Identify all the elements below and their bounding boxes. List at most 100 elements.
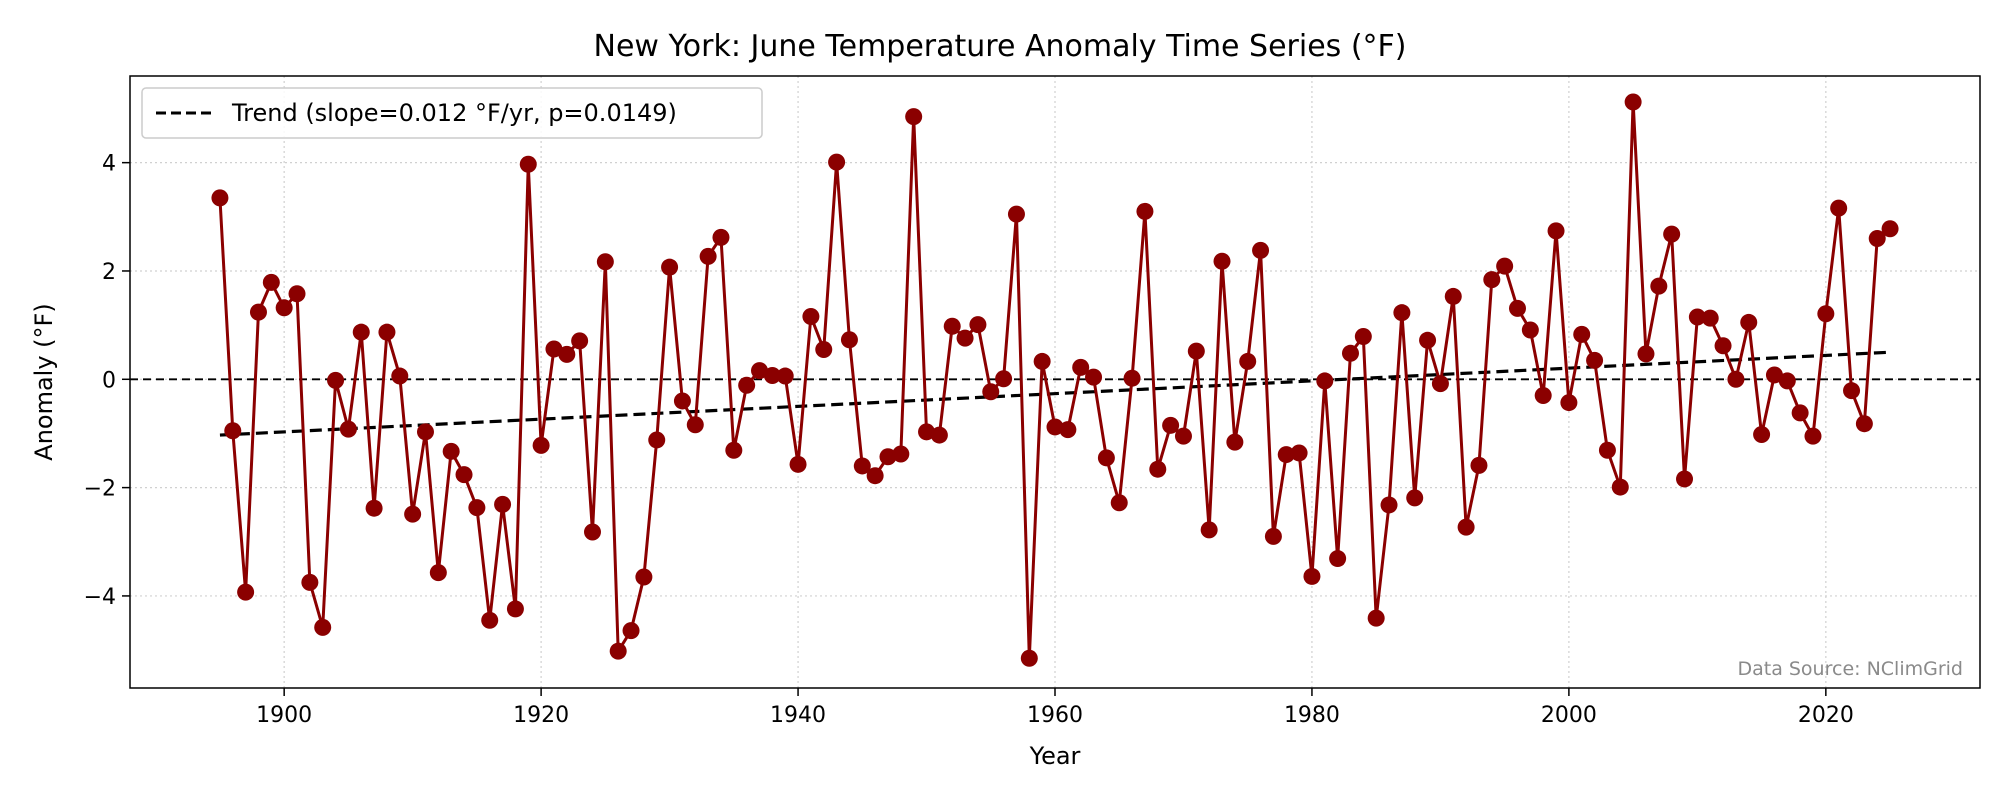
data-point (1881, 220, 1899, 238)
trend-line-layer (219, 350, 1891, 437)
data-point (237, 583, 255, 601)
data-point (468, 499, 486, 517)
data-point (1341, 344, 1359, 362)
data-point (314, 618, 332, 636)
series-layer (211, 93, 1899, 667)
data-point (712, 228, 730, 246)
data-point (1573, 325, 1591, 343)
data-point (1470, 456, 1488, 474)
data-point (1547, 222, 1565, 240)
data-point (545, 340, 563, 358)
data-point (1650, 277, 1668, 295)
data-point (224, 422, 242, 440)
x-tick-label: 1900 (256, 703, 312, 728)
data-point (211, 189, 229, 207)
data-point (673, 392, 691, 410)
data-point (1483, 271, 1501, 289)
data-point (609, 642, 627, 660)
data-point (853, 457, 871, 475)
data-point (918, 423, 936, 441)
data-point (1521, 321, 1539, 339)
data-point (763, 367, 781, 385)
data-point (532, 436, 550, 454)
data-point (699, 247, 717, 265)
trend-line (219, 350, 1891, 437)
grid-lines (130, 76, 1980, 688)
data-point (1598, 441, 1616, 459)
data-point (1688, 308, 1706, 326)
data-point (1380, 496, 1398, 514)
data-point (1804, 427, 1822, 445)
data-point (571, 332, 589, 350)
data-point (1072, 358, 1090, 376)
data-point (1226, 433, 1244, 451)
data-point (776, 367, 794, 385)
legend: Trend (slope=0.012 °F/yr, p=0.0149) (141, 87, 763, 139)
y-tick-label: 2 (102, 260, 116, 285)
chart-title: New York: June Temperature Anomaly Time … (594, 29, 1407, 64)
data-point (1187, 342, 1205, 360)
data-point (352, 323, 370, 341)
y-axis-label: Anomaly (°F) (30, 303, 58, 460)
data-point (1316, 372, 1334, 390)
data-point (519, 155, 537, 173)
data-point (1329, 550, 1347, 568)
data-point (1059, 421, 1077, 439)
x-axis-label: Year (1029, 742, 1081, 770)
data-point (1817, 305, 1835, 323)
y-tick-label: 0 (102, 368, 116, 393)
data-point (802, 307, 820, 325)
data-point (596, 253, 614, 271)
data-point (506, 600, 524, 618)
data-point (1727, 370, 1745, 388)
data-point (956, 329, 974, 347)
data-point (301, 573, 319, 591)
data-point (1843, 382, 1861, 400)
data-point (1611, 478, 1629, 496)
data-point (725, 441, 743, 459)
data-point (391, 367, 409, 385)
data-point (1239, 352, 1257, 370)
data-point (866, 467, 884, 485)
data-point (1174, 427, 1192, 445)
data-point (648, 431, 666, 449)
data-point (378, 323, 396, 341)
data-point (1290, 444, 1308, 462)
data-point (828, 153, 846, 171)
y-tick-label: 4 (102, 152, 116, 177)
data-point (751, 362, 769, 380)
data-point (815, 341, 833, 359)
data-point (1007, 205, 1025, 223)
data-point (1714, 337, 1732, 355)
y-tick-label: −2 (84, 477, 116, 502)
data-point (1213, 252, 1231, 270)
data-point (404, 505, 422, 523)
data-point (1624, 93, 1642, 111)
data-point (1354, 328, 1372, 346)
data-point (995, 370, 1013, 388)
data-point (494, 495, 512, 513)
data-point (1367, 609, 1385, 627)
data-point (1676, 470, 1694, 488)
data-point (1830, 199, 1848, 217)
data-point (1110, 494, 1128, 512)
data-point (969, 316, 987, 334)
data-point (1431, 375, 1449, 393)
data-source-note: Data Source: NClimGrid (1737, 658, 1963, 680)
data-point (1085, 368, 1103, 386)
data-point (982, 383, 1000, 401)
data-point (879, 448, 897, 466)
data-point (442, 442, 460, 460)
data-point (481, 611, 499, 629)
x-tick-label: 2020 (1798, 703, 1854, 728)
data-point (584, 523, 601, 541)
data-point (1457, 518, 1475, 536)
data-point (416, 423, 434, 441)
data-point (1200, 521, 1218, 539)
y-axis: −4 −2 0 2 4 (84, 152, 130, 610)
x-tick-label: 1980 (1284, 703, 1340, 728)
data-point (1393, 304, 1411, 322)
data-point (661, 258, 679, 276)
data-point (1149, 460, 1167, 478)
data-point (1868, 229, 1886, 247)
